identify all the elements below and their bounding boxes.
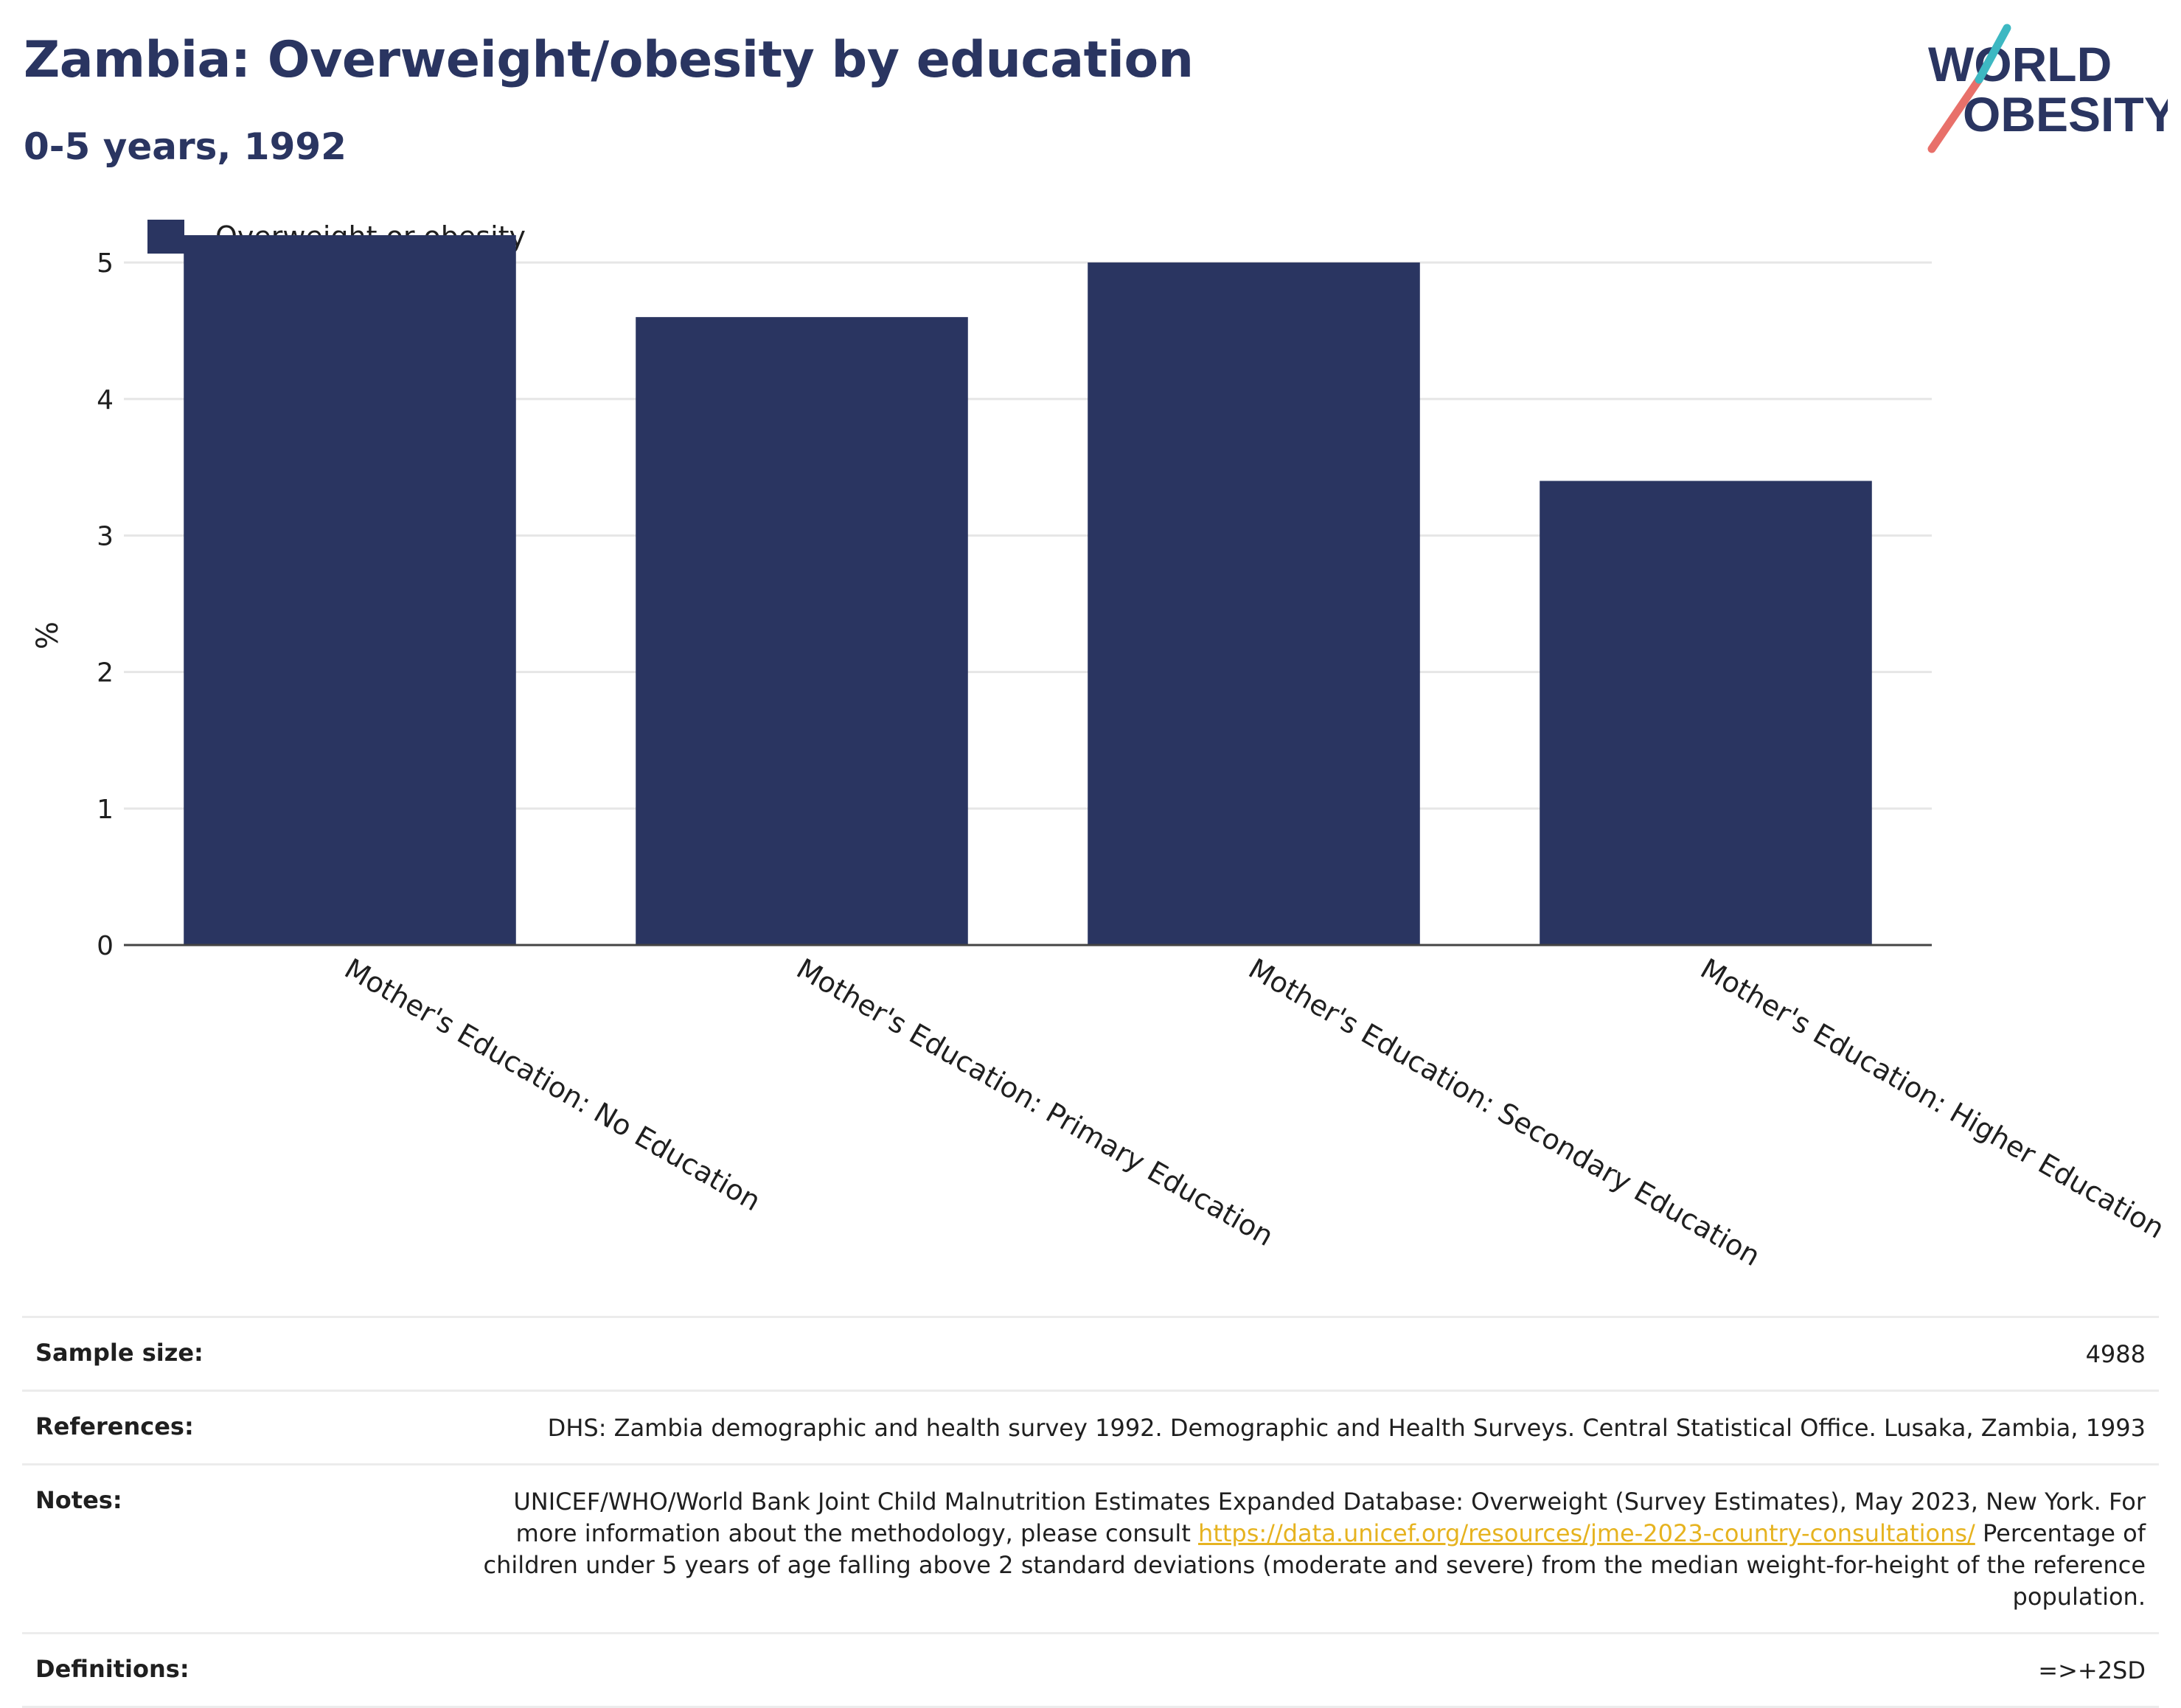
y-tick-label: 4 — [97, 385, 114, 415]
bar — [1540, 481, 1872, 945]
x-tick-label: Mother's Education: No Education — [339, 952, 766, 1218]
metadata-table: Sample size: 4988 References: DHS: Zambi… — [22, 1316, 2159, 1708]
world-obesity-logo[interactable]: WORLD OBESITY — [1917, 22, 2168, 155]
bar — [636, 317, 968, 945]
notes-link[interactable]: https://data.unicef.org/resources/jme-20… — [1198, 1519, 1975, 1547]
bar — [1088, 262, 1420, 945]
y-axis-title: % — [31, 621, 65, 649]
definitions-value: =>+2SD — [2038, 1656, 2146, 1684]
notes-label: Notes: — [35, 1486, 122, 1514]
x-tick-label: Mother's Education: Secondary Education — [1243, 952, 1766, 1273]
y-tick-label: 3 — [97, 521, 114, 551]
logo-line-2: OBESITY — [1963, 87, 2168, 142]
legend-swatch — [147, 220, 184, 254]
chart-title: Zambia: Overweight/obesity by education — [24, 31, 1194, 89]
notes-text-2: Percentage of children under 5 years of … — [483, 1519, 2146, 1611]
references-label: References: — [35, 1412, 194, 1440]
notes-row: Notes: UNICEF/WHO/World Bank Joint Child… — [22, 1463, 2159, 1632]
y-tick-label: 1 — [97, 795, 114, 825]
sample-size-row: Sample size: 4988 — [22, 1316, 2159, 1390]
y-tick-label: 2 — [97, 658, 114, 689]
x-tick-label: Mother's Education: Higher Education — [1695, 952, 2170, 1245]
y-tick-label: 0 — [97, 931, 114, 961]
notes-value: UNICEF/WHO/World Bank Joint Child Malnut… — [465, 1486, 2146, 1613]
chart-subtitle: 0-5 years, 1992 — [24, 125, 347, 168]
logo-line-1: WORLD — [1928, 37, 2112, 91]
notes-text-1: UNICEF/WHO/World Bank Joint Child Malnut… — [513, 1488, 2146, 1547]
sample-size-label: Sample size: — [35, 1339, 204, 1367]
references-row: References: DHS: Zambia demographic and … — [22, 1390, 2159, 1463]
definitions-label: Definitions: — [35, 1655, 189, 1683]
logo-slash-accent — [1927, 75, 1983, 153]
sample-size-value: 4988 — [2085, 1340, 2146, 1368]
bar — [184, 235, 516, 945]
y-tick-label: 5 — [97, 248, 114, 279]
definitions-row: Definitions: =>+2SD — [22, 1632, 2159, 1708]
logo-slash-teal — [1975, 24, 2011, 84]
x-tick-label: Mother's Education: Primary Education — [791, 952, 1279, 1252]
references-value: DHS: Zambia demographic and health surve… — [547, 1414, 2146, 1442]
